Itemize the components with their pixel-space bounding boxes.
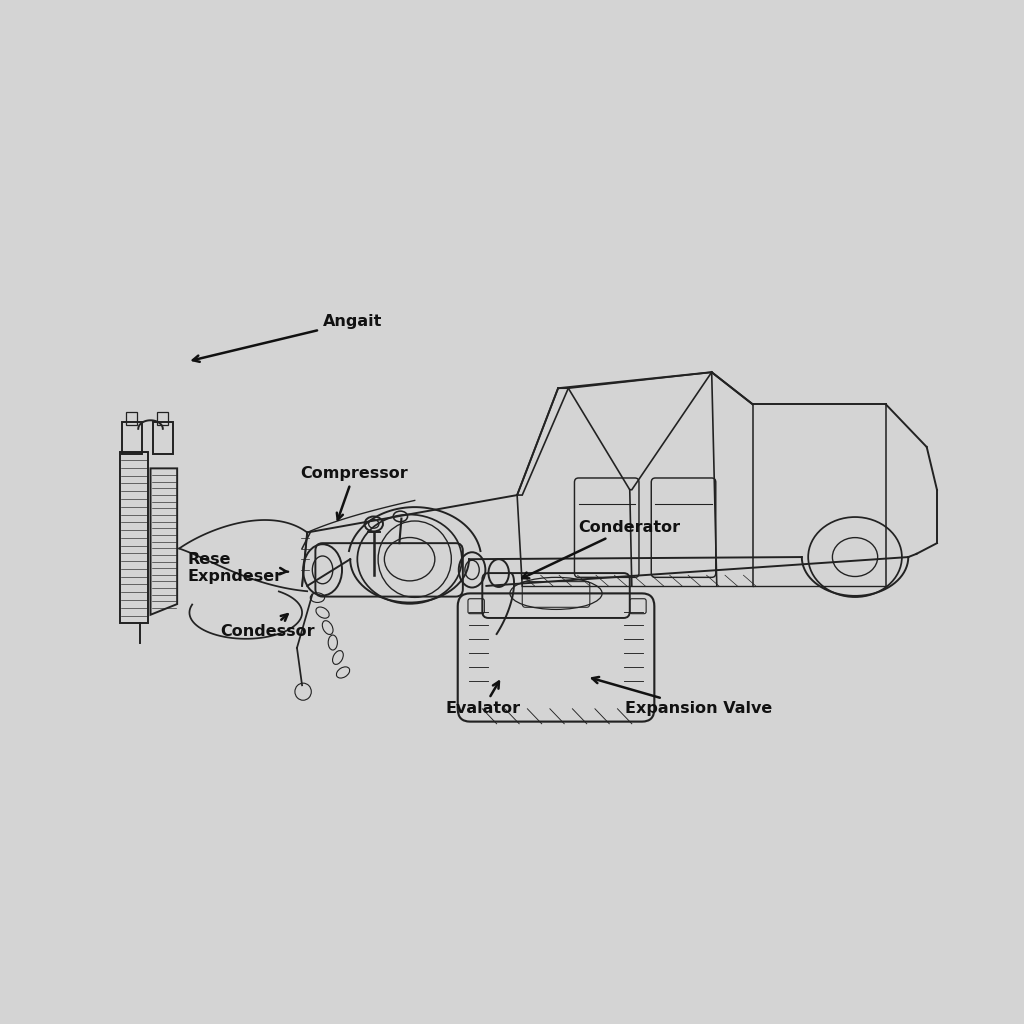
Bar (126, 412, 137, 425)
Text: Angait: Angait (193, 314, 382, 361)
Bar (122, 423, 142, 455)
Text: Compressor: Compressor (300, 466, 408, 520)
Text: Conderator: Conderator (522, 519, 681, 579)
Bar (153, 423, 173, 455)
Text: Evalator: Evalator (445, 682, 520, 716)
Text: Rese
Expndeser: Rese Expndeser (187, 552, 288, 584)
Text: Expansion Valve: Expansion Valve (592, 677, 772, 716)
Text: Condessor: Condessor (220, 614, 314, 639)
Bar (157, 412, 168, 425)
